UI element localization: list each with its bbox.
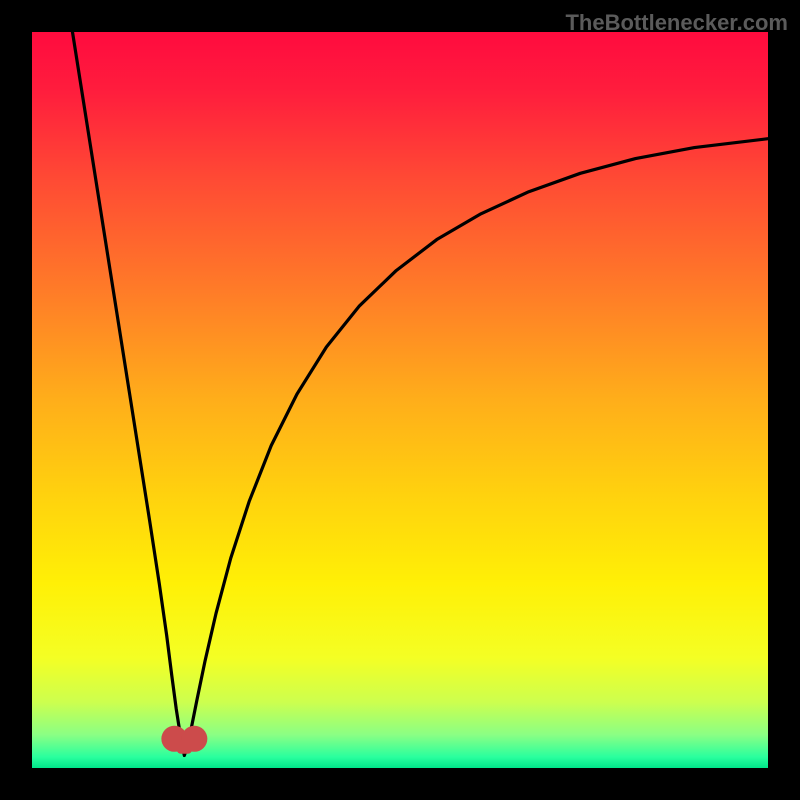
- chart-background-gradient: [32, 32, 768, 768]
- chart-container: TheBottlenecker.com: [0, 0, 800, 800]
- bottleneck-chart: [0, 0, 800, 800]
- optimum-marker-lobe-right: [181, 726, 207, 752]
